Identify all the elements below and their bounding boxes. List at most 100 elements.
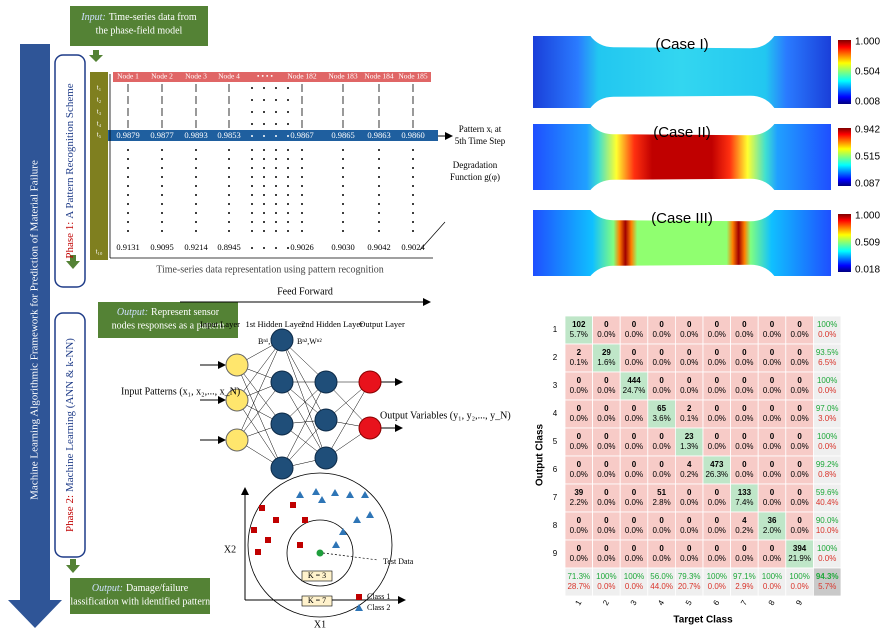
cell-value: 100% [817, 376, 837, 385]
cell-value: 0 [604, 460, 609, 469]
matrix-cell [619, 371, 649, 401]
cell-value: 0.0% [763, 442, 781, 451]
dot [287, 185, 289, 187]
dot [127, 158, 129, 160]
down-arrow [66, 255, 80, 269]
cell-value: 0.1% [570, 358, 588, 367]
dot [412, 149, 414, 151]
dot [275, 203, 277, 205]
cell-value: 97.1% [733, 572, 756, 581]
matrix-cell [675, 455, 704, 485]
last-value: 0.9131 [116, 242, 139, 252]
cell-value: 5.7% [818, 582, 836, 591]
cell-value: 0.0% [597, 442, 615, 451]
cell-value: 0 [632, 488, 637, 497]
down-arrow [89, 50, 103, 62]
row-label: 7 [553, 493, 558, 502]
dot [195, 149, 197, 151]
legend-swatch [356, 594, 362, 600]
dot [275, 176, 277, 178]
cell-value: 0.0% [570, 386, 588, 395]
matrix-cell [813, 455, 842, 485]
dot [342, 158, 344, 160]
dot [287, 123, 289, 125]
highlight-value: 0.9877 [150, 130, 173, 140]
dot [127, 194, 129, 196]
matrix-cell [702, 483, 732, 513]
matrix-cell [702, 455, 732, 485]
cell-value: 0.0% [708, 386, 726, 395]
cell-value: 0.0% [625, 442, 643, 451]
hidden-node [270, 456, 294, 480]
layer-label: 1st Hidden Layer [245, 319, 304, 329]
dot [275, 185, 277, 187]
phase-title: Phase 2: Machine Learning (ANN & k-NN) [64, 338, 76, 532]
cell-value: 2.0% [763, 526, 781, 535]
cell-value: 133 [738, 488, 752, 497]
specimen-cut [589, 95, 775, 109]
highlight-value: 0.9865 [331, 130, 354, 140]
dot [251, 111, 253, 113]
cell-value: 0.0% [763, 414, 781, 423]
dot [301, 149, 303, 151]
matrix-cell [702, 511, 732, 541]
cell-value: 394 [793, 544, 807, 553]
cell-value: 0 [687, 320, 692, 329]
cell-value: 99.2% [816, 460, 839, 469]
dot [251, 123, 253, 125]
cell-value: 0 [659, 320, 664, 329]
cell-value: 0 [632, 404, 637, 413]
dot [301, 221, 303, 223]
dot [412, 221, 414, 223]
dot [275, 111, 277, 113]
input-patterns: Input Patterns (x₁, x₂,..., x_N) [121, 386, 240, 397]
matrix-cell [813, 427, 842, 457]
dot [301, 212, 303, 214]
last-value: 0.9214 [184, 242, 208, 252]
cell-value: 0.0% [652, 386, 670, 395]
dot [287, 135, 289, 137]
cell-value: 0.0% [597, 470, 615, 479]
matrix-cell [813, 343, 842, 373]
cell-value: 0 [797, 516, 802, 525]
cell-value: 23 [685, 432, 694, 441]
dot [228, 176, 230, 178]
cell-value: 0.8% [818, 470, 836, 479]
time-label: t₂ [97, 96, 102, 104]
cell-value: 0.0% [597, 386, 615, 395]
matrix-cell [592, 455, 621, 485]
cell-value: 0 [632, 544, 637, 553]
col-label: 8 [767, 598, 777, 607]
dot [378, 158, 380, 160]
dot [251, 167, 253, 169]
cell-value: 100% [817, 320, 837, 329]
dot [195, 194, 197, 196]
colorbar-tick: 0.008 [855, 97, 880, 108]
phase-text: Machine Learning (ANN & k-NN) [64, 338, 76, 492]
output-box [98, 302, 238, 338]
matrix-cell [757, 483, 787, 513]
class1-point [297, 542, 303, 548]
matrix-cell [757, 511, 787, 541]
node-header: Node 183 [328, 72, 358, 81]
input-box [70, 6, 208, 46]
matrix-cell [702, 567, 732, 597]
cell-value: 0 [715, 516, 720, 525]
dot [195, 167, 197, 169]
time-label: t₁₀ [96, 248, 103, 256]
dot [263, 158, 265, 160]
dot [301, 158, 303, 160]
cell-value: 2.8% [652, 498, 670, 507]
cell-value: 0 [797, 488, 802, 497]
cell-value: 0.0% [763, 386, 781, 395]
dot [161, 176, 163, 178]
cell-value: 20.7% [678, 582, 701, 591]
matrix-cell [564, 315, 594, 345]
layer-label: 2nd Hidden Layer [301, 319, 363, 329]
dot [228, 194, 230, 196]
cell-value: 0.0% [570, 554, 588, 563]
cell-value: 100% [596, 572, 616, 581]
dot [301, 167, 303, 169]
dot [287, 212, 289, 214]
matrix-cell [592, 567, 621, 597]
